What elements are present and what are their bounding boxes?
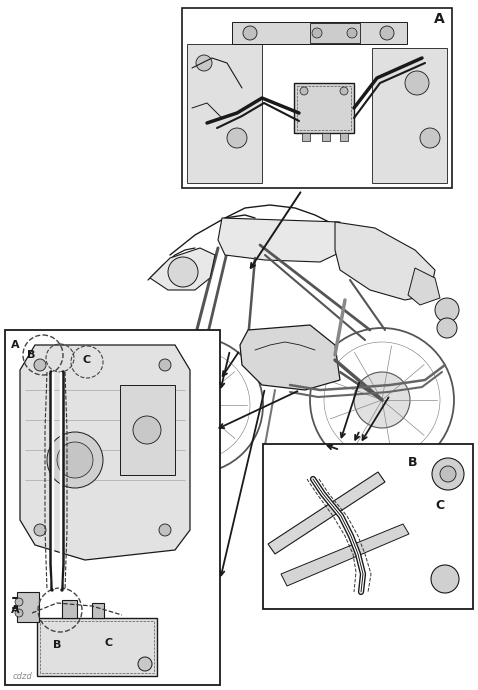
Polygon shape: [408, 268, 440, 305]
Text: cdzd: cdzd: [13, 672, 33, 681]
Polygon shape: [240, 325, 340, 390]
Text: C: C: [435, 499, 444, 512]
Bar: [17, 592, 39, 622]
Bar: [37, 618, 157, 676]
Bar: [297, 86, 351, 130]
Bar: [232, 22, 407, 44]
Bar: [302, 133, 310, 141]
Circle shape: [168, 257, 198, 287]
Circle shape: [57, 442, 93, 478]
Polygon shape: [218, 218, 345, 262]
Circle shape: [196, 55, 212, 71]
Circle shape: [47, 432, 103, 488]
Text: A: A: [11, 340, 20, 350]
Circle shape: [159, 524, 171, 536]
Bar: [5, 330, 220, 685]
Circle shape: [15, 609, 23, 617]
Circle shape: [159, 359, 171, 371]
Text: B: B: [27, 350, 35, 360]
Polygon shape: [150, 248, 215, 290]
Polygon shape: [20, 345, 190, 560]
Bar: [183, 9, 451, 187]
Circle shape: [380, 26, 394, 40]
Circle shape: [138, 657, 152, 671]
Bar: [340, 133, 348, 141]
Bar: [40, 621, 154, 673]
Polygon shape: [372, 48, 447, 183]
Text: B: B: [408, 456, 417, 469]
Circle shape: [420, 128, 440, 148]
Circle shape: [227, 128, 247, 148]
Bar: [62, 600, 77, 618]
Polygon shape: [335, 222, 435, 300]
Circle shape: [432, 458, 464, 490]
Circle shape: [133, 416, 161, 444]
Polygon shape: [187, 44, 262, 183]
Circle shape: [34, 359, 46, 371]
Circle shape: [320, 26, 334, 40]
Circle shape: [15, 598, 23, 606]
Circle shape: [312, 28, 322, 38]
Bar: [322, 133, 330, 141]
Circle shape: [431, 565, 459, 593]
Circle shape: [34, 524, 46, 536]
Bar: [294, 83, 354, 133]
Circle shape: [170, 380, 220, 430]
Text: A: A: [11, 605, 20, 615]
Circle shape: [300, 87, 308, 95]
Bar: [263, 444, 473, 609]
Circle shape: [340, 87, 348, 95]
Polygon shape: [268, 472, 385, 554]
Circle shape: [243, 26, 257, 40]
Circle shape: [405, 71, 429, 95]
Circle shape: [437, 318, 457, 338]
Bar: [310, 23, 360, 43]
Polygon shape: [281, 524, 409, 586]
Text: A: A: [434, 12, 445, 26]
Circle shape: [354, 372, 410, 428]
Text: B: B: [53, 640, 61, 650]
Circle shape: [347, 28, 357, 38]
Text: C: C: [105, 638, 113, 648]
Bar: [92, 603, 104, 618]
Bar: [120, 385, 175, 475]
Bar: [264, 445, 472, 608]
Bar: [182, 8, 452, 188]
Bar: [6, 331, 219, 684]
Circle shape: [435, 298, 459, 322]
Text: C: C: [83, 355, 91, 365]
Circle shape: [440, 466, 456, 482]
